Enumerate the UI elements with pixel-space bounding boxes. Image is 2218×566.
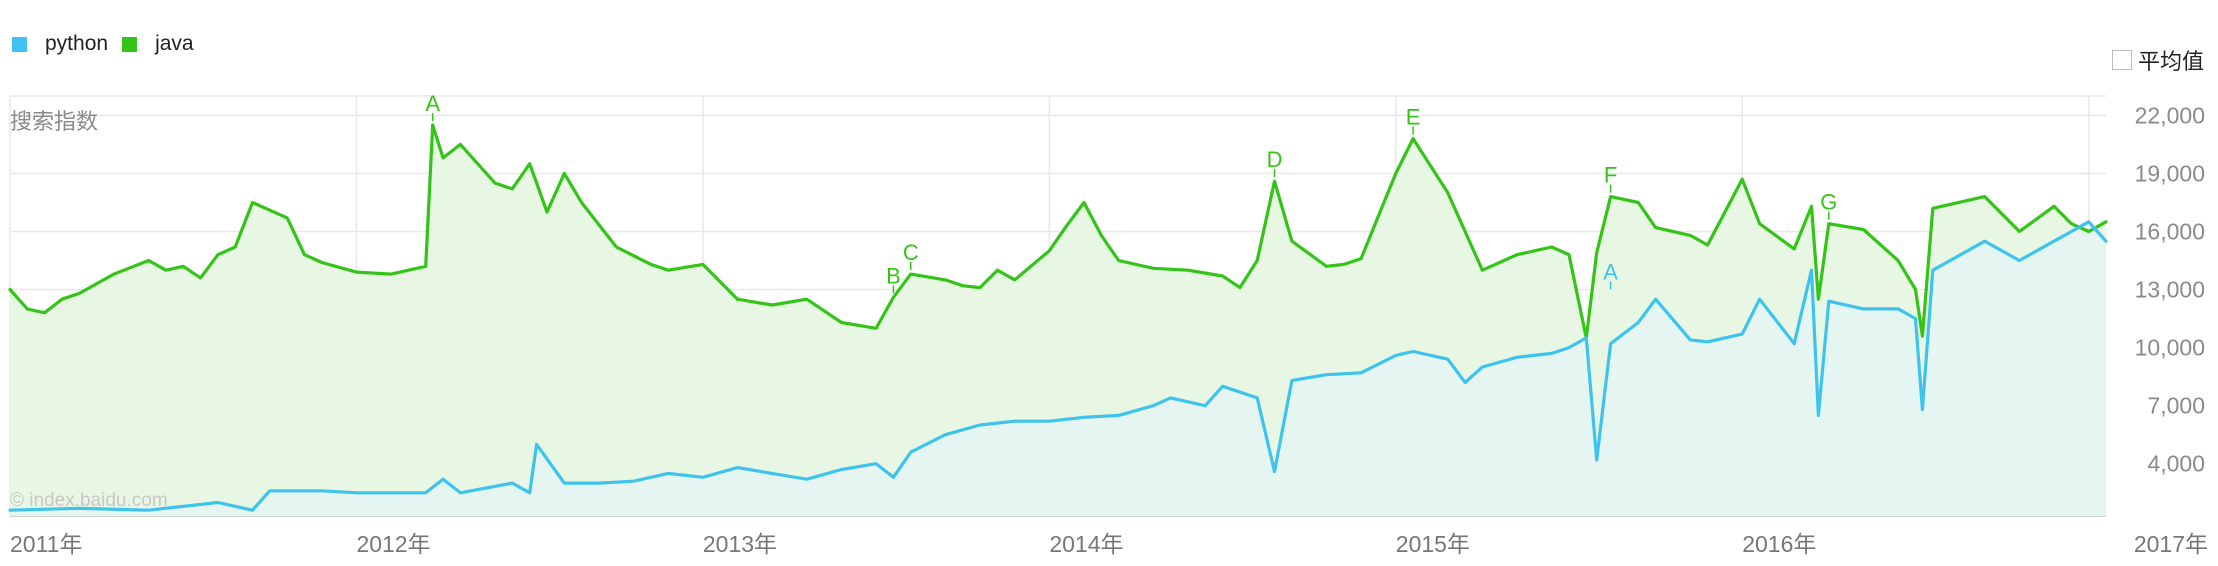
legend-item-python[interactable]: python <box>12 32 108 56</box>
y-tick-label-5: 19,000 <box>2135 160 2205 186</box>
annotation-java-F[interactable]: F <box>1604 163 1617 188</box>
x-tick-label-0: 2011年 <box>10 531 82 557</box>
legend-label-python: python <box>45 32 109 55</box>
legend-label-java: java <box>155 32 194 55</box>
annotations: A BC D E F G A <box>425 91 1837 294</box>
x-axis-ticks: 2011年 2012年 2013年 2014年 2015年 2016年 2017年 <box>10 531 2208 557</box>
x-tick-label-1: 2012年 <box>356 531 430 557</box>
watermark: © index.baidu.com <box>10 490 168 511</box>
annotation-java-E[interactable]: E <box>1406 105 1421 130</box>
y-axis-title: 搜索指数 <box>10 109 99 134</box>
x-tick-label-5: 2016年 <box>1742 531 1816 557</box>
legend-swatch-java <box>122 36 138 52</box>
legend-item-java[interactable]: java <box>122 32 194 56</box>
x-tick-label-2: 2013年 <box>703 531 777 557</box>
legend: python java <box>12 32 208 56</box>
x-tick-label-3: 2014年 <box>1049 531 1123 557</box>
y-tick-label-0: 4,000 <box>2147 451 2205 477</box>
average-toggle[interactable]: 平均值 <box>2111 44 2204 76</box>
line-python[interactable] <box>8 220 2108 512</box>
y-tick-label-1: 7,000 <box>2147 393 2205 419</box>
area-python <box>10 221 2106 517</box>
x-tick-label-4: 2015年 <box>1396 531 1470 557</box>
series-areas <box>10 125 2106 517</box>
x-tick-label-6: 2017年 <box>2134 531 2208 557</box>
line-java[interactable] <box>8 123 2108 340</box>
annotation-java-G[interactable]: G <box>1820 190 1837 215</box>
annotation-java-C[interactable]: C <box>903 240 919 265</box>
y-tick-label-4: 16,000 <box>2135 218 2205 244</box>
series-lines <box>8 123 2108 512</box>
legend-swatch-python <box>12 36 27 52</box>
y-tick-label-3: 13,000 <box>2135 277 2205 303</box>
y-axis-ticks: 4,000 7,000 10,000 13,000 16,000 19,000 22,000 <box>2135 102 2205 476</box>
annotation-python-A[interactable]: A <box>1603 259 1618 284</box>
annotation-java-B[interactable]: B <box>886 263 901 288</box>
annotation-java-A[interactable]: A <box>425 91 440 116</box>
average-checkbox[interactable] <box>2111 50 2132 70</box>
y-tick-label-6: 22,000 <box>2135 102 2205 128</box>
average-label: 平均值 <box>2137 49 2204 74</box>
annotation-java-D[interactable]: D <box>1267 147 1283 172</box>
y-tick-label-2: 10,000 <box>2135 335 2205 361</box>
